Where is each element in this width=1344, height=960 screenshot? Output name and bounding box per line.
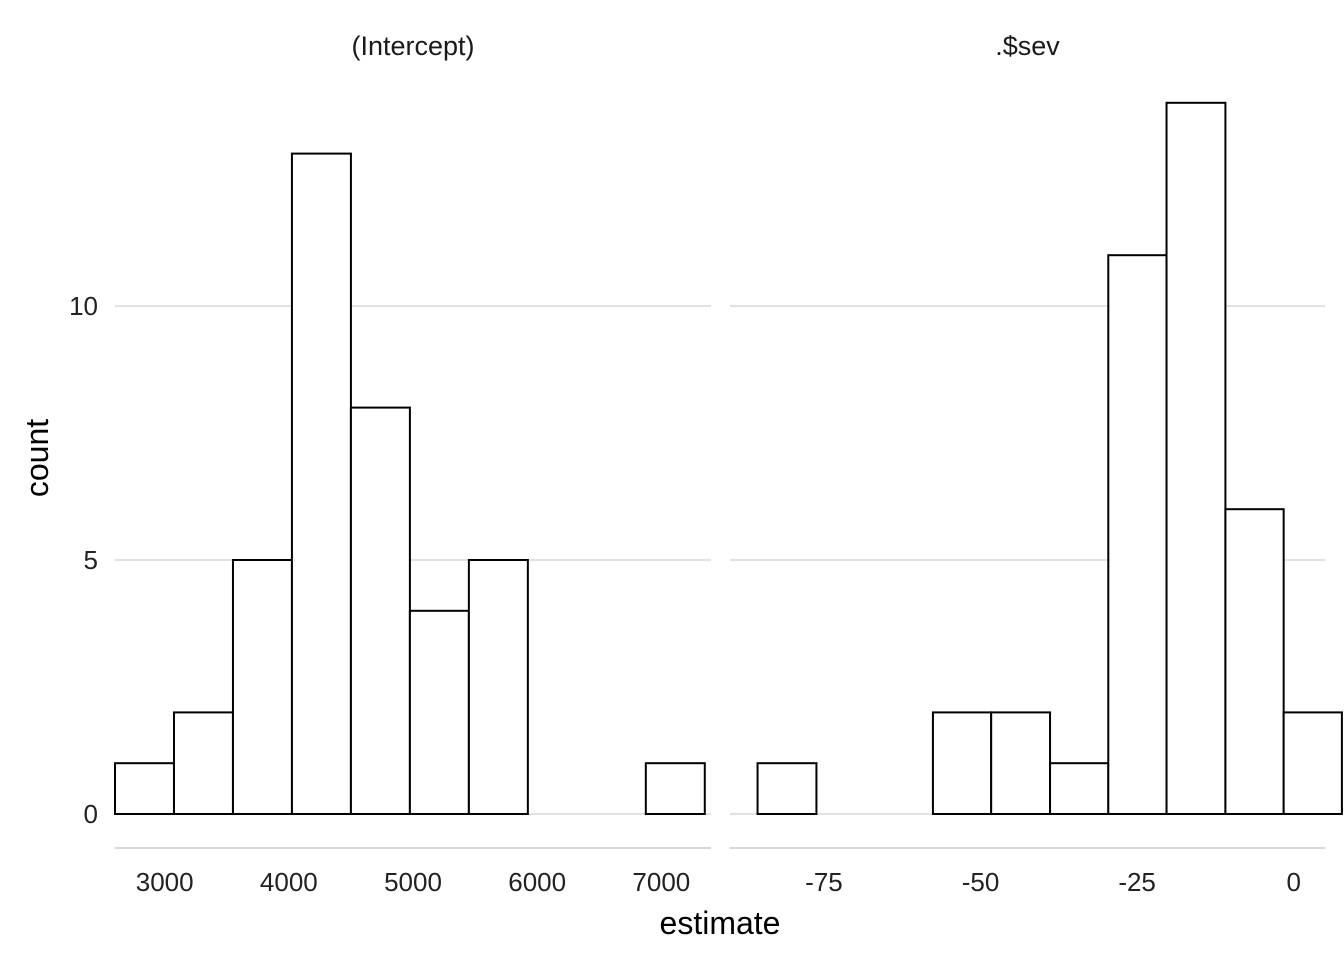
x-tick-label: 6000 [508,867,566,897]
x-axis-title: estimate [660,905,781,941]
y-tick-label: 5 [84,545,98,575]
histogram-bar [349,406,411,815]
histogram-bar [931,711,993,816]
histogram-bar [290,152,352,816]
y-tick-label: 10 [69,291,98,321]
histogram-bar [644,762,706,816]
histogram-bar [467,559,529,815]
histogram-bar [756,762,818,816]
x-tick-label: 5000 [384,867,442,897]
histogram-bar [990,711,1052,816]
histogram-bar [231,559,293,815]
histogram-bar [1049,762,1110,816]
histogram-bar [1224,508,1285,815]
facet-panel: .$sev -75 -50 -25 0 [730,31,1343,897]
histogram-bar [1165,101,1227,816]
histogram-bar [1282,711,1343,816]
facet-panel: (Intercept) 3000 4000 5000 6000 7000 [114,31,711,897]
histogram-bar [114,762,175,816]
histogram-bar [1107,254,1168,815]
histogram-bar [408,609,470,815]
x-tick-label: -50 [962,867,1000,897]
y-axis-title: count [19,419,55,497]
histogram-bar [172,711,234,816]
x-tick-label: -25 [1118,867,1156,897]
facet-title: .$sev [995,31,1060,61]
y-tick-label: 0 [84,799,98,829]
x-tick-label: 4000 [260,867,318,897]
x-tick-label: -75 [805,867,843,897]
facet-title: (Intercept) [351,31,474,61]
x-tick-label: 3000 [136,867,194,897]
x-tick-label: 7000 [632,867,690,897]
x-tick-label: 0 [1286,867,1300,897]
